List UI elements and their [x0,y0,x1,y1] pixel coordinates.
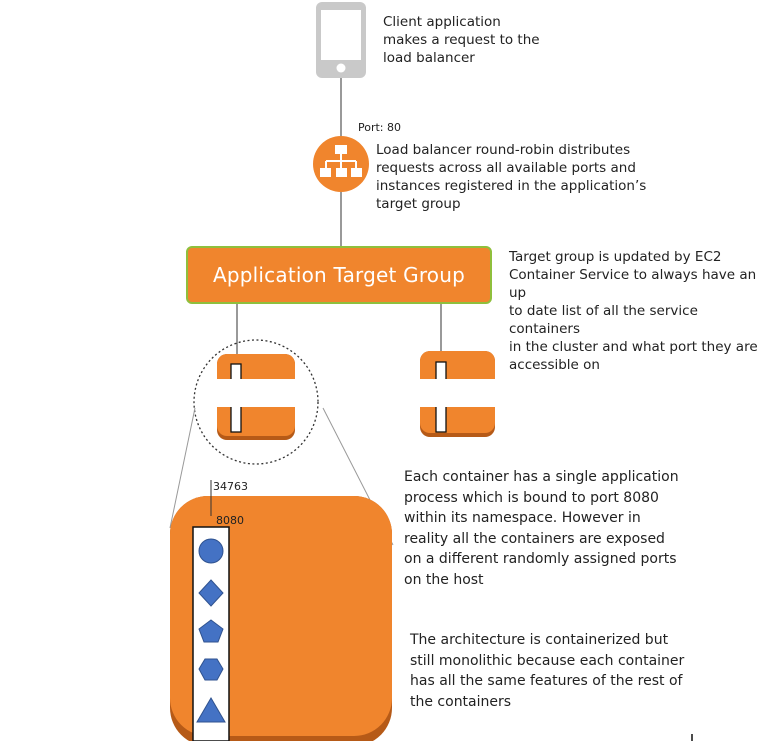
lb-note-line: instances registered in the application’… [376,178,647,194]
architecture-note-line: has all the same features of the rest of [410,673,683,689]
tg-note-line: in the cluster and what port they are [509,339,758,355]
host-port-label: 34763 [213,480,248,493]
container-note-line: on a different randomly assigned ports [404,551,677,567]
container-port-label: 8080 [216,514,244,527]
tg-note-line: accessible on [509,357,600,373]
client-note-line: load balancer [383,50,475,66]
tg-note-line: Container Service to always have an up [509,267,757,301]
phone-icon [316,2,366,78]
container-note-line: on the host [404,571,484,588]
lb-note-line: requests across all available ports and [376,160,636,176]
architecture-note: The architecture is containerized but st… [410,630,710,712]
zoom-circle [193,339,319,465]
container-note-line: within its namespace. However in [404,510,641,526]
tg-note-line: to date list of all the service containe… [509,303,698,337]
target-group-note: Target group is updated by EC2 Container… [509,248,771,374]
client-note-line: Client application [383,14,501,30]
architecture-note-line: still monolithic because each container [410,652,685,669]
hexagon-icon [198,658,224,681]
triangle-icon [196,697,226,723]
zoom-line-left [169,407,196,529]
architecture-note-line: the containers [410,693,512,710]
load-balancer-icon [313,136,369,192]
container-note-line: reality all the containers are exposed [404,530,665,547]
container-note-line: Each container has a single application [404,469,679,485]
circle-icon [198,538,224,564]
lb-port-label: Port: 80 [358,121,402,134]
container-note: Each container has a single application … [404,467,704,590]
lb-note-line: Load balancer round-robin distributes [376,142,631,158]
tg-note-line: Target group is updated by EC2 [509,249,722,265]
container-note-line: process which is bound to port 8080 [404,489,659,506]
lb-note-line: target group [376,196,461,212]
architecture-note-line: The architecture is containerized but [410,632,669,648]
client-note: Client application makes a request to th… [383,13,583,67]
gap-band [180,379,510,407]
pentagon-icon [198,619,224,643]
target-group-box: Application Target Group [186,246,492,304]
diamond-icon [198,579,224,607]
load-balancer-note: Load balancer round-robin distributes re… [376,141,676,213]
target-group-label: Application Target Group [212,263,466,287]
client-note-line: makes a request to the [383,32,540,48]
